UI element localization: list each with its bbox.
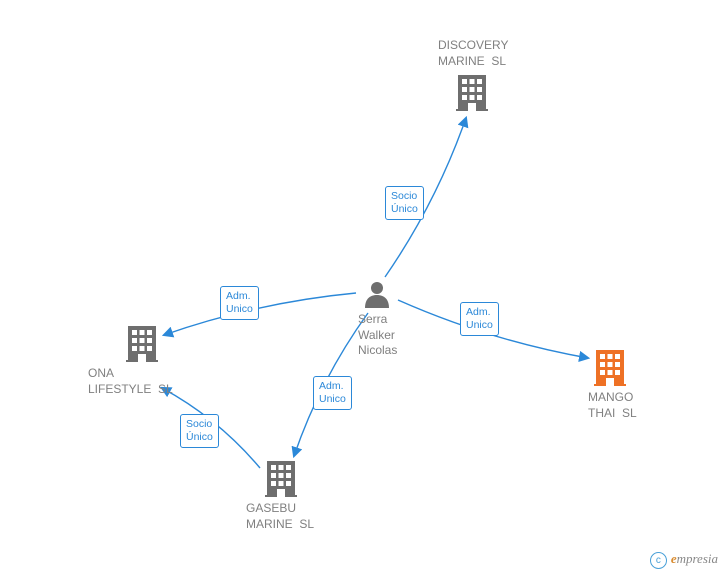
edge-label: Adm. Unico bbox=[460, 302, 499, 336]
node-label-gasebu: GASEBU MARINE SL bbox=[246, 501, 314, 532]
building-icon bbox=[456, 75, 488, 111]
edge-label: Adm. Unico bbox=[313, 376, 352, 410]
copyright-icon: c bbox=[650, 552, 667, 569]
edge-label: Adm. Unico bbox=[220, 286, 259, 320]
edge-label: Socio Único bbox=[180, 414, 219, 448]
person-icon bbox=[365, 280, 389, 308]
edges-layer bbox=[0, 0, 728, 575]
edge-label: Socio Único bbox=[385, 186, 424, 220]
node-label-ona: ONA LIFESTYLE SL bbox=[88, 366, 173, 397]
building-icon bbox=[594, 350, 626, 386]
building-icon bbox=[126, 326, 158, 362]
building-icon bbox=[265, 461, 297, 497]
node-label-center: Serra Walker Nicolas bbox=[358, 312, 397, 359]
node-label-mango: MANGO THAI SL bbox=[588, 390, 637, 421]
watermark: cempresia bbox=[650, 551, 718, 569]
watermark-text: mpresia bbox=[677, 551, 718, 566]
node-label-discovery: DISCOVERY MARINE SL bbox=[438, 38, 508, 69]
